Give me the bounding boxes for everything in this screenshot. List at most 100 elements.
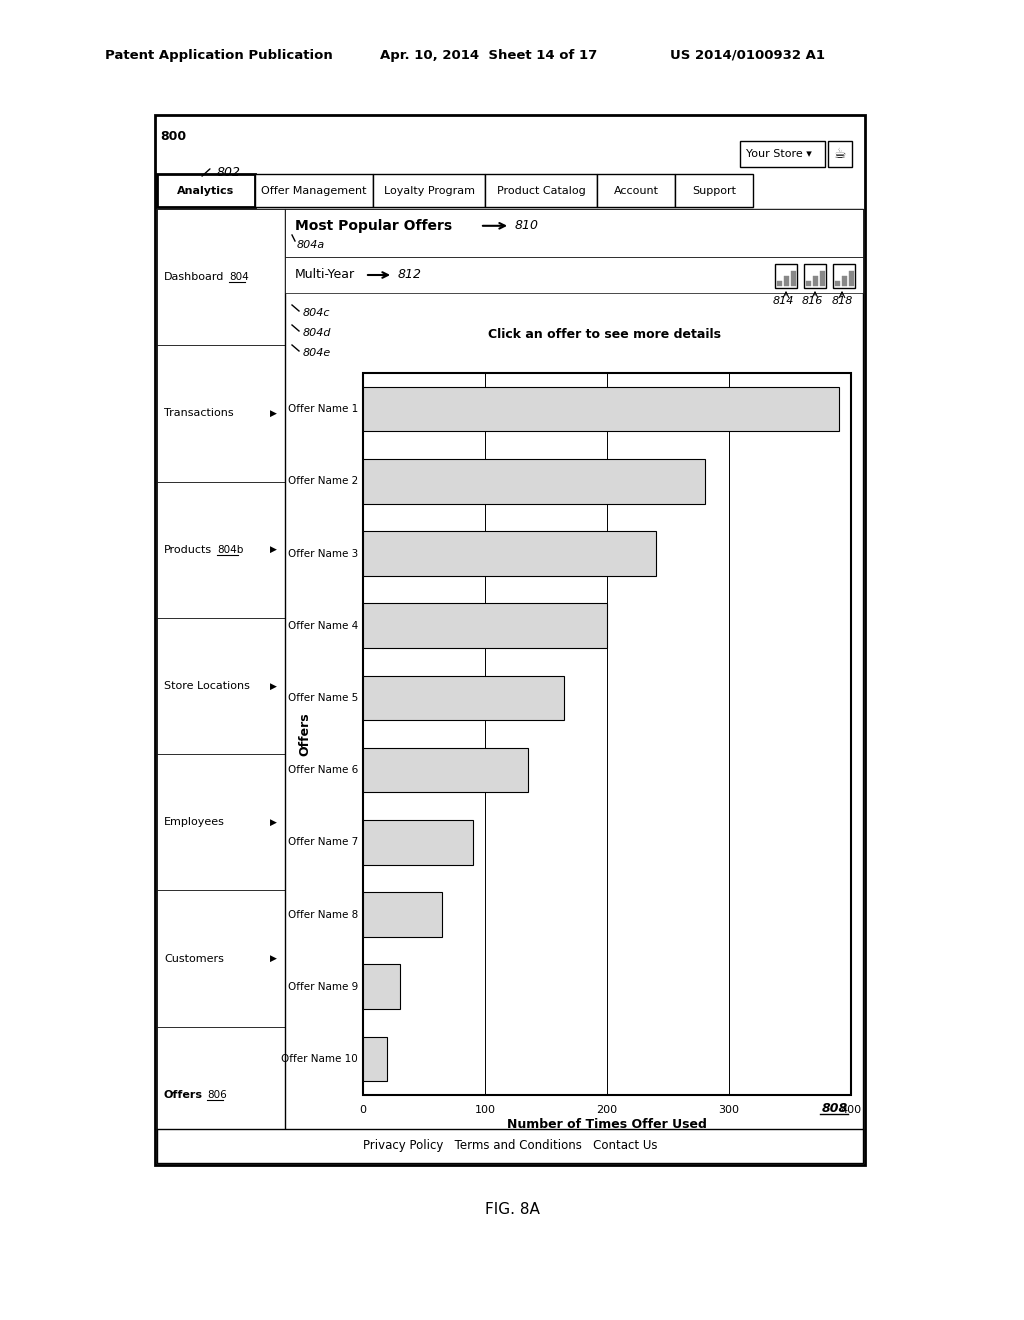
Text: Store Locations: Store Locations — [164, 681, 250, 690]
Text: 816: 816 — [802, 296, 822, 306]
Bar — [157, 754, 285, 891]
Bar — [157, 891, 285, 1027]
Bar — [157, 618, 285, 754]
Text: 804d: 804d — [303, 327, 332, 338]
Bar — [849, 271, 854, 286]
Text: 300: 300 — [719, 1105, 739, 1115]
Bar — [362, 387, 839, 432]
Text: 100: 100 — [474, 1105, 496, 1115]
Text: Products: Products — [164, 545, 212, 554]
Bar — [362, 1036, 387, 1081]
Text: Offer Name 6: Offer Name 6 — [288, 766, 358, 775]
Text: Dashboard: Dashboard — [164, 272, 224, 282]
Bar — [157, 346, 285, 482]
Bar — [784, 276, 790, 286]
Bar — [777, 281, 782, 286]
Text: ▶: ▶ — [269, 681, 276, 690]
Bar — [813, 276, 818, 286]
Text: Offers: Offers — [164, 1090, 203, 1100]
Text: Offer Name 3: Offer Name 3 — [288, 549, 358, 558]
Bar — [828, 141, 852, 168]
Bar — [255, 174, 373, 207]
Text: ▶: ▶ — [269, 954, 276, 964]
Bar — [675, 174, 753, 207]
Text: 808: 808 — [821, 1101, 848, 1114]
Text: Offer Name 5: Offer Name 5 — [288, 693, 358, 704]
Bar — [791, 271, 796, 286]
Text: 200: 200 — [596, 1105, 617, 1115]
Text: 804a: 804a — [297, 240, 326, 249]
Text: Offer Name 10: Offer Name 10 — [282, 1053, 358, 1064]
Text: Loyalty Program: Loyalty Program — [384, 186, 474, 195]
Text: 804b: 804b — [217, 545, 244, 554]
Text: 806: 806 — [207, 1090, 226, 1100]
Text: 804e: 804e — [303, 348, 331, 358]
Text: Product Catalog: Product Catalog — [497, 186, 586, 195]
Text: Offer Name 9: Offer Name 9 — [288, 982, 358, 991]
Text: Offers: Offers — [299, 713, 311, 756]
Bar — [740, 141, 825, 168]
Text: 804: 804 — [229, 272, 249, 282]
Text: Analytics: Analytics — [177, 186, 234, 195]
Text: 0: 0 — [359, 1105, 367, 1115]
Bar — [362, 820, 473, 865]
Text: 810: 810 — [515, 219, 539, 232]
Text: Customers: Customers — [164, 953, 224, 964]
Text: Offer Name 1: Offer Name 1 — [288, 404, 358, 414]
Bar — [804, 264, 826, 288]
Bar — [820, 271, 825, 286]
Bar — [362, 459, 705, 504]
Text: 804c: 804c — [303, 308, 331, 318]
Bar — [157, 209, 285, 1163]
Bar — [157, 1027, 285, 1163]
Text: Your Store ▾: Your Store ▾ — [746, 149, 812, 158]
Text: Patent Application Publication: Patent Application Publication — [105, 49, 333, 62]
Bar — [362, 374, 851, 1096]
Bar — [285, 209, 863, 257]
Bar — [362, 892, 442, 937]
Text: Most Popular Offers: Most Popular Offers — [295, 219, 453, 232]
Text: Support: Support — [692, 186, 736, 195]
Text: ▶: ▶ — [269, 818, 276, 826]
Text: Apr. 10, 2014  Sheet 14 of 17: Apr. 10, 2014 Sheet 14 of 17 — [380, 49, 597, 62]
Text: ▶: ▶ — [269, 409, 276, 418]
Bar — [157, 1129, 863, 1163]
Text: FIG. 8A: FIG. 8A — [484, 1203, 540, 1217]
Text: ▶: ▶ — [269, 545, 276, 554]
Text: 818: 818 — [831, 296, 853, 306]
Bar — [362, 747, 527, 792]
Text: ☕: ☕ — [834, 147, 846, 161]
Bar — [157, 174, 255, 207]
Text: Offer Name 2: Offer Name 2 — [288, 477, 358, 486]
Text: Offer Management: Offer Management — [261, 186, 367, 195]
Text: Privacy Policy   Terms and Conditions   Contact Us: Privacy Policy Terms and Conditions Cont… — [362, 1139, 657, 1152]
Bar — [285, 209, 863, 1163]
Text: Account: Account — [613, 186, 658, 195]
Text: Offer Name 7: Offer Name 7 — [288, 837, 358, 847]
Bar — [285, 257, 863, 293]
Text: 400: 400 — [841, 1105, 861, 1115]
Bar — [362, 603, 607, 648]
Text: Click an offer to see more details: Click an offer to see more details — [487, 329, 721, 342]
Bar — [597, 174, 675, 207]
Bar — [775, 264, 797, 288]
Text: Number of Times Offer Used: Number of Times Offer Used — [507, 1118, 707, 1131]
Bar — [362, 531, 655, 576]
Bar — [485, 174, 597, 207]
Text: 800: 800 — [160, 129, 186, 143]
Text: 802: 802 — [217, 165, 241, 178]
Text: Employees: Employees — [164, 817, 225, 828]
Text: US 2014/0100932 A1: US 2014/0100932 A1 — [670, 49, 825, 62]
Text: 814: 814 — [772, 296, 794, 306]
Bar — [842, 276, 847, 286]
Bar — [835, 281, 840, 286]
Bar — [806, 281, 811, 286]
Text: Transactions: Transactions — [164, 408, 233, 418]
Bar — [157, 482, 285, 618]
Bar — [155, 115, 865, 1166]
Bar — [157, 209, 285, 346]
Text: Multi-Year: Multi-Year — [295, 268, 355, 281]
Text: 812: 812 — [398, 268, 422, 281]
Text: Offer Name 8: Offer Name 8 — [288, 909, 358, 920]
Bar — [373, 174, 485, 207]
